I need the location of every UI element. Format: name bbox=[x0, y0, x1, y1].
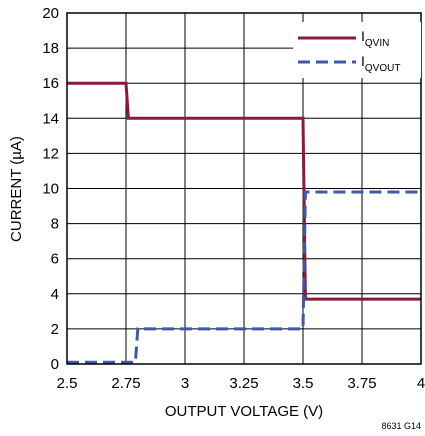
y-axis-title: CURRENT (µA) bbox=[8, 136, 25, 242]
y-tick-label: 20 bbox=[42, 5, 59, 22]
x-axis-title: OUTPUT VOLTAGE (V) bbox=[165, 403, 323, 420]
y-tick-label: 4 bbox=[51, 286, 59, 303]
y-tick-label: 8 bbox=[51, 216, 59, 233]
legend-label-qvout: IQVOUT bbox=[361, 53, 400, 74]
x-tick-label: 3.25 bbox=[229, 375, 258, 392]
series-layer bbox=[67, 81, 421, 364]
series-line-qvout bbox=[67, 190, 421, 364]
legend-label-qvin: IQVIN bbox=[361, 28, 389, 49]
y-tick-label: 2 bbox=[51, 321, 59, 338]
y-tick-label: 10 bbox=[42, 181, 59, 198]
y-tick-label: 6 bbox=[51, 251, 59, 268]
y-tick-label: 14 bbox=[42, 110, 59, 127]
x-axis-tick-labels: 2.5 2.75 3 3.25 3.5 3.75 4 bbox=[57, 375, 425, 392]
legend: IQVIN IQVOUT bbox=[293, 22, 421, 78]
plot-frame bbox=[66, 12, 422, 365]
y-tick-label: 12 bbox=[42, 145, 59, 162]
x-tick-label: 2.5 bbox=[57, 375, 78, 392]
x-tick-label: 4 bbox=[417, 375, 425, 392]
x-tick-label: 3.75 bbox=[347, 375, 376, 392]
y-tick-label: 18 bbox=[42, 40, 59, 57]
y-tick-label: 0 bbox=[51, 356, 59, 373]
y-tick-label: 16 bbox=[42, 75, 59, 92]
legend-background bbox=[293, 22, 421, 78]
series-line-qvin bbox=[67, 81, 421, 301]
y-axis-tick-labels: 0 2 4 6 8 10 12 14 16 18 20 bbox=[42, 5, 59, 373]
figure-code: 8631 G14 bbox=[381, 421, 421, 431]
x-tick-label: 2.75 bbox=[111, 375, 140, 392]
x-tick-label: 3 bbox=[181, 375, 189, 392]
x-tick-label: 3.5 bbox=[293, 375, 314, 392]
